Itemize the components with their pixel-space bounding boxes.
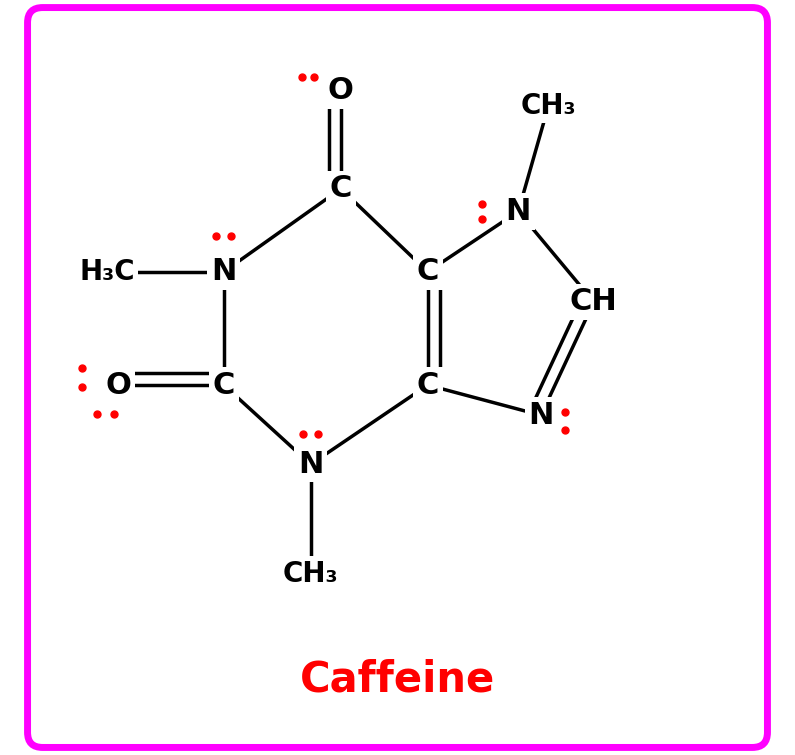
Text: N: N xyxy=(298,450,324,479)
Text: N: N xyxy=(506,197,531,226)
Text: C: C xyxy=(417,257,439,286)
Text: CH₃: CH₃ xyxy=(521,91,576,120)
Text: CH: CH xyxy=(570,288,618,316)
Text: CH₃: CH₃ xyxy=(283,559,339,588)
Text: C: C xyxy=(213,371,235,399)
FancyBboxPatch shape xyxy=(28,8,767,747)
Text: C: C xyxy=(330,174,352,203)
Text: O: O xyxy=(105,371,131,399)
Text: H₃C: H₃C xyxy=(79,257,134,286)
Text: Caffeine: Caffeine xyxy=(300,658,495,701)
Text: C: C xyxy=(417,371,439,399)
Text: N: N xyxy=(211,257,237,286)
Text: O: O xyxy=(328,76,354,105)
Text: N: N xyxy=(528,401,553,430)
